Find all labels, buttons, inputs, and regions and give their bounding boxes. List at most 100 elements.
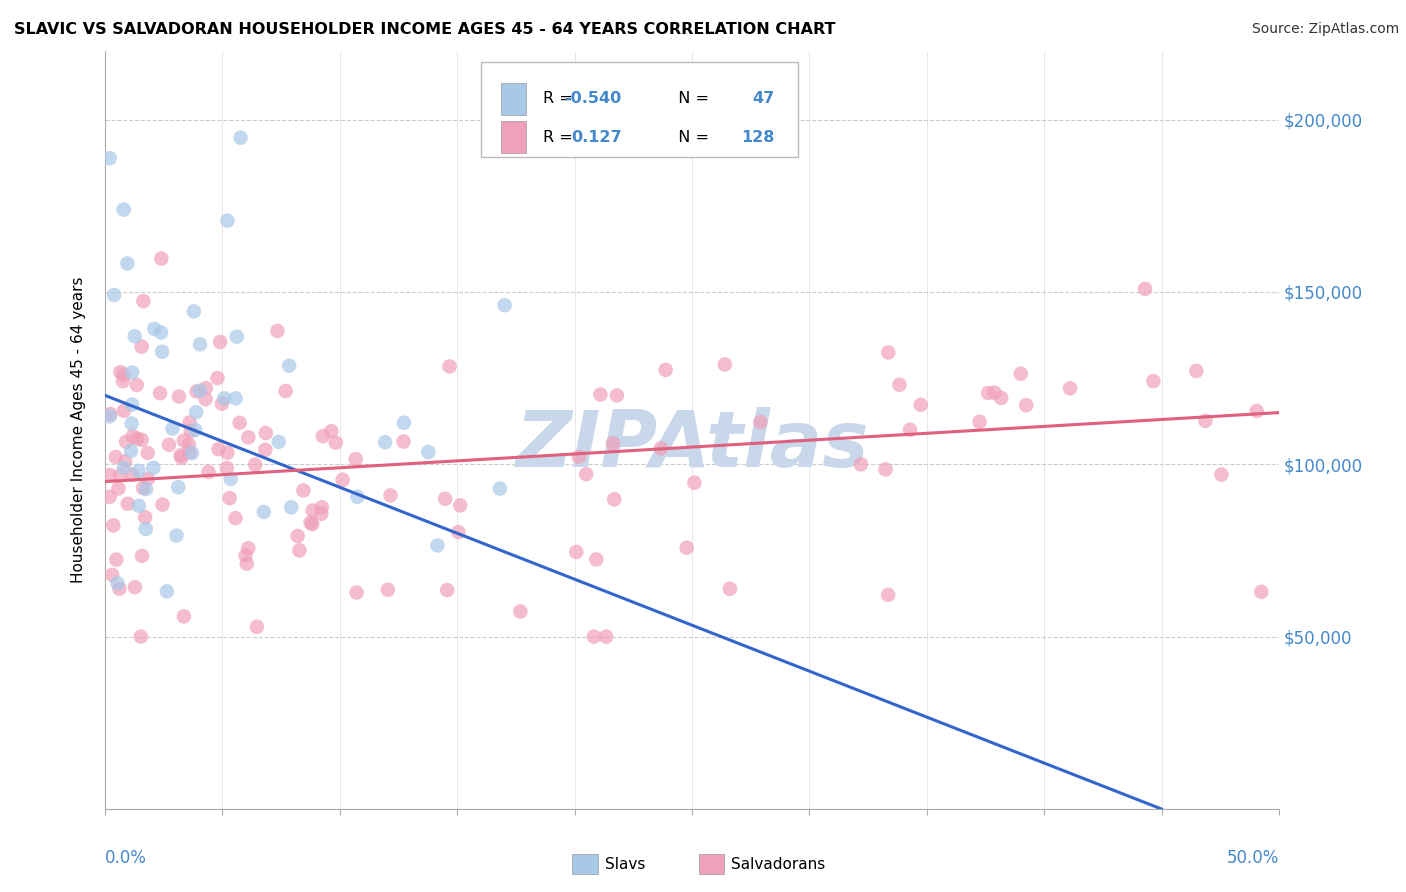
Point (392, 434, 415, 449)
Point (274, 384, 297, 398)
Point (1142, 374, 1164, 388)
Point (266, 324, 288, 338)
Point (180, 424, 202, 438)
Point (449, 499, 471, 513)
Point (235, 549, 257, 563)
Point (124, 329, 146, 343)
Point (1015, 398, 1038, 412)
Point (128, 464, 150, 478)
Point (311, 507, 333, 521)
Point (595, 630, 617, 644)
Point (215, 461, 238, 475)
Point (299, 516, 322, 530)
Point (228, 416, 250, 430)
Point (121, 467, 143, 482)
Text: Salvadorans: Salvadorans (731, 857, 825, 871)
Point (105, 552, 128, 566)
Point (214, 392, 236, 406)
Point (124, 580, 146, 594)
Point (143, 322, 166, 336)
Point (135, 522, 157, 536)
Point (209, 334, 232, 349)
Point (167, 480, 190, 494)
Point (267, 434, 290, 449)
Point (136, 446, 159, 460)
Text: 128: 128 (741, 130, 775, 145)
Point (236, 557, 259, 571)
Point (142, 460, 165, 475)
Point (332, 473, 354, 487)
Point (225, 392, 247, 406)
Point (877, 588, 900, 602)
Point (169, 448, 191, 462)
Point (749, 415, 772, 429)
Point (170, 450, 193, 465)
Point (301, 517, 323, 532)
Point (179, 416, 201, 430)
Point (1194, 414, 1216, 428)
Point (1133, 282, 1156, 296)
Point (910, 398, 932, 412)
Point (377, 582, 399, 597)
Point (207, 442, 229, 457)
Point (112, 403, 135, 417)
Point (439, 359, 461, 374)
Point (131, 433, 153, 447)
Text: 47: 47 (752, 92, 775, 106)
Text: 0.0%: 0.0% (105, 849, 146, 867)
Point (1246, 404, 1268, 418)
Point (107, 482, 129, 496)
Point (162, 422, 184, 436)
Point (254, 442, 277, 457)
Point (207, 371, 229, 385)
Point (877, 345, 900, 359)
Point (132, 481, 155, 495)
Point (218, 491, 240, 505)
Point (585, 552, 607, 566)
Point (718, 582, 741, 596)
Point (346, 585, 368, 599)
Point (101, 567, 124, 582)
Point (243, 458, 266, 472)
Point (131, 549, 153, 563)
Point (224, 511, 246, 525)
Point (149, 386, 172, 401)
Point (110, 365, 132, 379)
Point (374, 435, 396, 450)
Point (219, 472, 242, 486)
Point (136, 472, 159, 486)
Point (447, 525, 470, 540)
Point (392, 416, 415, 430)
Point (898, 423, 921, 437)
Point (565, 545, 588, 559)
Point (606, 388, 628, 402)
Point (217, 445, 239, 459)
Point (150, 326, 173, 340)
Point (1059, 381, 1081, 395)
Text: R =: R = (543, 130, 578, 145)
Point (98, 151, 121, 165)
Point (217, 213, 239, 227)
Point (654, 363, 676, 377)
Point (434, 491, 457, 506)
Point (889, 377, 911, 392)
Point (875, 462, 897, 476)
Point (111, 374, 134, 388)
Point (117, 497, 139, 511)
Point (311, 500, 333, 515)
Point (104, 450, 127, 464)
Point (380, 488, 402, 502)
Point (131, 340, 153, 354)
Point (990, 391, 1012, 405)
Point (292, 483, 315, 498)
Text: 50.0%: 50.0% (1226, 849, 1279, 867)
Point (117, 256, 139, 270)
Point (121, 429, 143, 443)
Point (98, 467, 121, 482)
Point (135, 482, 157, 496)
Point (675, 541, 697, 555)
Point (426, 538, 449, 552)
Point (650, 442, 672, 456)
Point (188, 384, 211, 398)
Text: N =: N = (668, 92, 714, 106)
